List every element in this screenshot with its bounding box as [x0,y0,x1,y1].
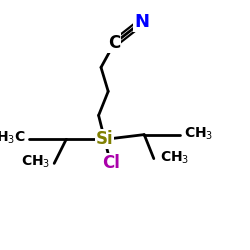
Text: N: N [134,13,149,31]
Text: C: C [108,34,120,52]
Text: Cl: Cl [102,154,120,172]
Text: CH$_3$: CH$_3$ [21,154,50,170]
Text: H$_3$C: H$_3$C [0,130,26,146]
Text: Si: Si [96,130,114,148]
Text: CH$_3$: CH$_3$ [160,149,189,166]
Text: CH$_3$: CH$_3$ [184,125,213,142]
